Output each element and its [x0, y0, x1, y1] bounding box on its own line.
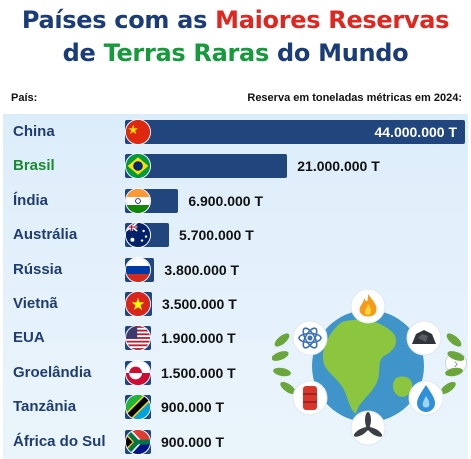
- india-flag-icon: [125, 187, 151, 214]
- china-flag-icon: [125, 119, 151, 145]
- usa-flag-icon: [125, 325, 151, 352]
- bar-row: Índia 6.900.000 T: [3, 187, 468, 215]
- title-line-1: Países com as Maiores Reservas: [0, 4, 471, 37]
- value-column-header: Reserva em toneladas métricas em 2024:: [247, 92, 462, 104]
- value-label: 1.500.000 T: [161, 364, 236, 381]
- value-label: 44.000.000 T: [374, 124, 457, 140]
- coal-icon: [406, 320, 442, 356]
- country-label: EUA: [13, 329, 45, 347]
- country-label: Rússia: [13, 260, 63, 278]
- bar-row: Vietnã 3.500.000 T: [3, 290, 468, 318]
- bar: [125, 120, 465, 144]
- bar-row: Brasil 21.000.000 T: [3, 152, 468, 180]
- oil-barrel-icon: [292, 380, 328, 416]
- bar-row: Tanzânia 900.000 T: [3, 393, 468, 421]
- russia-flag-icon: [125, 256, 151, 283]
- brazil-flag-icon: [125, 153, 151, 180]
- country-label: África do Sul: [13, 432, 106, 450]
- atom-icon: [292, 320, 328, 356]
- vietnam-flag-icon: [125, 291, 151, 317]
- title-text: Países com as: [21, 6, 216, 34]
- bar-row: Rússia 3.800.000 T: [3, 256, 468, 284]
- country-label: China: [13, 123, 55, 140]
- value-label: 900.000 T: [161, 433, 225, 450]
- water-drop-icon: [408, 380, 444, 416]
- country-column-header: País:: [11, 92, 38, 104]
- country-label: Índia: [13, 191, 49, 209]
- country-label: Groelândia: [13, 363, 92, 381]
- country-label: Brasil: [13, 157, 55, 175]
- bar: [125, 154, 288, 179]
- bar-row: EUA 1.900.000 T: [3, 324, 468, 352]
- tanzania-flag-icon: [125, 394, 151, 421]
- bar-row: Austrália 5.700.000 T: [3, 221, 468, 249]
- globe-illustration: [272, 288, 464, 446]
- value-label: 5.700.000 T: [179, 227, 254, 244]
- globe-icon: [312, 310, 424, 422]
- country-label: Austrália: [13, 226, 78, 244]
- title-text: do Mundo: [268, 39, 409, 67]
- value-label: 21.000.000 T: [297, 158, 380, 175]
- south-africa-flag-icon: [125, 428, 151, 455]
- greenland-flag-icon: [125, 359, 151, 386]
- title-highlight-green: Terras Raras: [103, 39, 270, 67]
- country-label: Tanzânia: [13, 398, 77, 416]
- value-label: 3.500.000 T: [162, 296, 237, 312]
- title-text: de: [62, 39, 104, 67]
- wind-turbine-icon: [350, 410, 386, 446]
- title-highlight-red: Maiores Reservas: [215, 6, 450, 34]
- value-label: 3.800.000 T: [164, 261, 240, 278]
- title-line-2: de Terras Raras do Mundo: [0, 37, 471, 70]
- bar-row: África do Sul 900.000 T: [3, 428, 468, 456]
- value-label: 900.000 T: [161, 399, 225, 416]
- australia-flag-icon: [125, 222, 151, 249]
- fire-icon: [350, 288, 386, 324]
- bar-row: Groelândia 1.500.000 T: [3, 359, 468, 387]
- value-label: 1.900.000 T: [161, 330, 236, 347]
- chart-title: Países com as Maiores Reservas de Terras…: [0, 4, 471, 70]
- country-label: Vietnã: [13, 295, 58, 312]
- chart-panel: País: Reserva em toneladas métricas em 2…: [3, 88, 468, 459]
- bar-row: China 44.000.000 T: [3, 118, 468, 146]
- value-label: 6.900.000 T: [188, 192, 264, 209]
- laurel-icon: [272, 333, 464, 395]
